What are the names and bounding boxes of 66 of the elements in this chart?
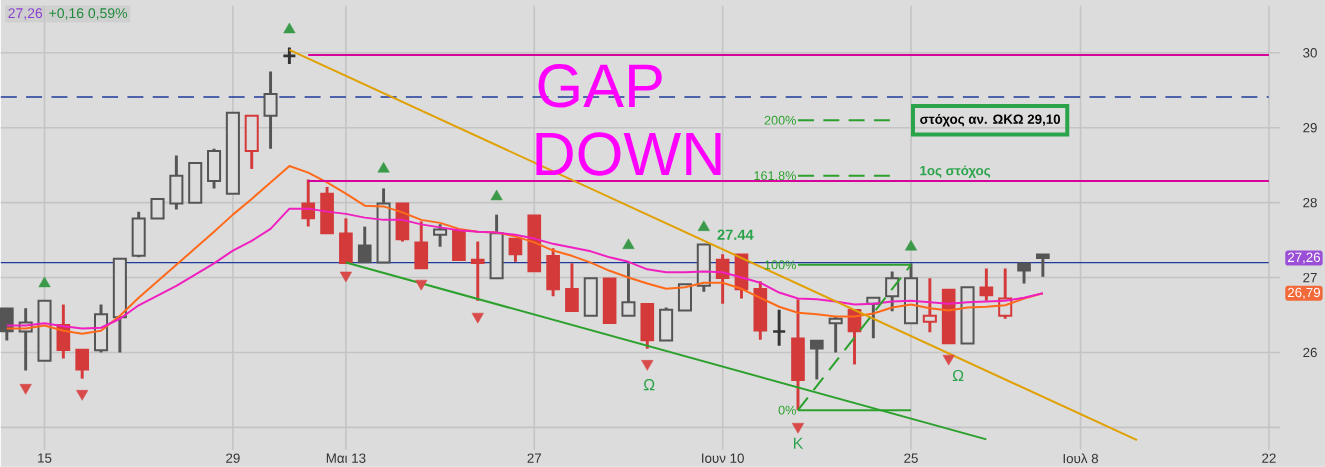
x-tick-label: Ιουλ 8: [1063, 453, 1099, 464]
point: [415, 280, 428, 291]
point: [490, 189, 503, 201]
series-label: 200%: [764, 115, 796, 125]
y-tick-label: 30: [1303, 48, 1317, 58]
point: [697, 220, 710, 232]
point: [19, 384, 32, 395]
point: [622, 238, 635, 250]
x-tick-label: 22: [1262, 453, 1276, 463]
candlestick: [489, 213, 504, 280]
x-tick-label: 25: [904, 453, 918, 464]
annotation: Ω: [952, 370, 964, 382]
candlestick: [922, 276, 937, 334]
x-tick-label: 29: [226, 453, 240, 464]
annotation: Ω: [643, 379, 655, 391]
point: [339, 271, 352, 283]
point: [377, 162, 390, 173]
point: [791, 423, 805, 434]
y-tick-label: 26: [1303, 347, 1317, 358]
candlestick: [0, 307, 14, 343]
point: [471, 313, 484, 324]
point: [283, 22, 296, 34]
candlestick: [169, 154, 184, 211]
candlestick: [621, 261, 636, 317]
annotation: DOWN: [536, 132, 721, 176]
candlestick: [809, 339, 824, 382]
x-tick-label: 27: [527, 453, 542, 463]
y-tick-label: 28: [1303, 198, 1317, 208]
candlestick: [771, 308, 787, 348]
point: [38, 276, 51, 288]
candlestick: [263, 70, 278, 151]
series-label: 161.8%: [754, 171, 796, 181]
candlestick: [565, 261, 579, 313]
y-tick-label: 27: [1303, 273, 1317, 283]
annotation: 27.44: [717, 229, 754, 240]
candlestick: [357, 225, 372, 264]
point: [942, 355, 955, 366]
x-tick-label: 15: [38, 453, 52, 463]
candlestick: [339, 217, 353, 265]
series-label: 100%: [764, 260, 796, 270]
chart-subtitle: +0,16 0,59%: [49, 8, 128, 20]
candlestick: [1036, 253, 1050, 279]
y-tick-label: 29: [1303, 123, 1317, 133]
x-tick-label: Ιουν 10: [702, 453, 744, 464]
candlestick: [414, 220, 429, 270]
candlestick: [470, 240, 485, 303]
candlestick: [75, 348, 90, 381]
candlestick: [828, 315, 843, 355]
point: [904, 240, 918, 251]
candlestick: [979, 267, 994, 303]
annotation: GAP: [538, 64, 662, 108]
candlestick: [112, 257, 127, 355]
annotation: 1ος στόχος: [920, 165, 991, 179]
text: 27,26: [1287, 252, 1321, 264]
point: [641, 360, 654, 371]
annotation: στόχος αν. ΩΚΩ 29,10: [920, 114, 1061, 127]
candlestick: [376, 187, 391, 264]
chart-title: 27,26: [8, 8, 43, 20]
candlestick: [320, 185, 334, 235]
point: [76, 390, 89, 401]
annotation: Κ: [793, 437, 804, 449]
series-label: 0%: [778, 405, 796, 415]
candlestick: [508, 237, 523, 264]
candlestick: [244, 114, 259, 171]
x-tick-label: Μαι 13: [326, 453, 366, 464]
text: 26,79: [1287, 287, 1320, 299]
